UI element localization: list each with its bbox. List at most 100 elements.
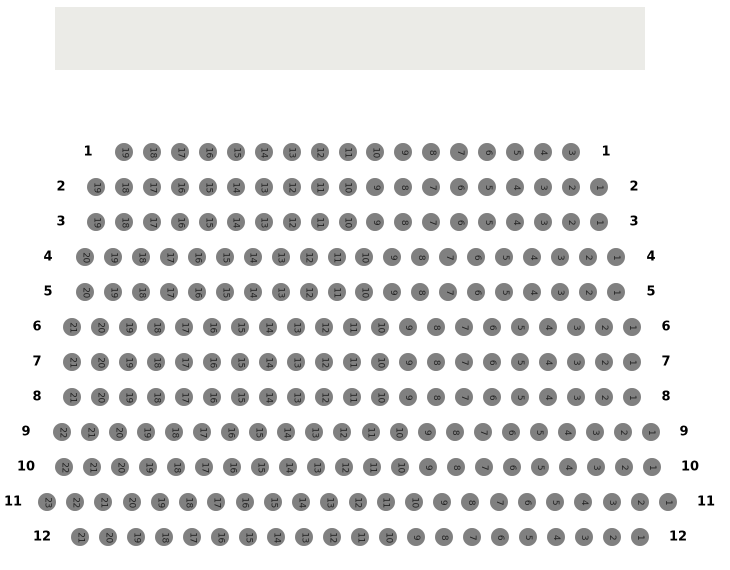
seat[interactable]: 14: [259, 353, 277, 371]
seat[interactable]: 13: [254, 178, 273, 196]
seat[interactable]: 20: [91, 318, 109, 336]
seat[interactable]: 18: [131, 283, 150, 301]
seat[interactable]: 6: [483, 353, 501, 371]
seat[interactable]: 22: [53, 423, 71, 441]
seat[interactable]: 5: [506, 143, 525, 161]
seat[interactable]: 12: [323, 528, 341, 546]
seat[interactable]: 3: [567, 318, 585, 336]
seat[interactable]: 5: [511, 318, 529, 336]
seat[interactable]: 8: [411, 283, 430, 301]
seat[interactable]: 4: [539, 318, 557, 336]
seat[interactable]: 5: [495, 248, 514, 266]
seat[interactable]: 11: [363, 458, 381, 476]
seat[interactable]: 15: [226, 143, 245, 161]
seat[interactable]: 10: [371, 318, 389, 336]
seat[interactable]: 3: [567, 353, 585, 371]
seat[interactable]: 9: [407, 528, 425, 546]
seat[interactable]: 12: [299, 283, 318, 301]
seat[interactable]: 16: [170, 178, 189, 196]
seat[interactable]: 8: [394, 213, 413, 231]
seat[interactable]: 9: [417, 423, 436, 441]
seat[interactable]: 9: [383, 283, 402, 301]
seat[interactable]: 6: [483, 388, 501, 406]
seat[interactable]: 7: [439, 248, 458, 266]
seat[interactable]: 21: [63, 318, 81, 336]
seat[interactable]: 15: [215, 248, 234, 266]
seat[interactable]: 4: [559, 458, 577, 476]
seat[interactable]: 9: [383, 248, 402, 266]
seat[interactable]: 14: [243, 248, 262, 266]
seat[interactable]: 2: [630, 493, 649, 511]
seat[interactable]: 18: [114, 213, 133, 231]
seat[interactable]: 10: [404, 493, 423, 511]
seat[interactable]: 9: [394, 143, 413, 161]
seat[interactable]: 15: [239, 528, 257, 546]
seat[interactable]: 10: [338, 178, 357, 196]
seat[interactable]: 16: [198, 143, 217, 161]
seat[interactable]: 1: [607, 248, 625, 266]
seat[interactable]: 8: [427, 353, 445, 371]
seat[interactable]: 6: [501, 423, 520, 441]
seat[interactable]: 21: [71, 528, 89, 546]
seat[interactable]: 15: [231, 318, 249, 336]
seat[interactable]: 18: [147, 318, 165, 336]
seat[interactable]: 1: [623, 318, 641, 336]
seat[interactable]: 7: [455, 353, 473, 371]
seat[interactable]: 7: [455, 388, 473, 406]
seat[interactable]: 16: [223, 458, 241, 476]
seat[interactable]: 21: [63, 353, 81, 371]
seat[interactable]: 11: [343, 318, 361, 336]
seat[interactable]: 9: [366, 178, 385, 196]
seat[interactable]: 4: [523, 283, 542, 301]
seat[interactable]: 16: [203, 353, 221, 371]
seat[interactable]: 19: [139, 458, 157, 476]
seat[interactable]: 17: [193, 423, 212, 441]
seat[interactable]: 6: [503, 458, 521, 476]
seat[interactable]: 21: [83, 458, 101, 476]
seat[interactable]: 15: [249, 423, 268, 441]
seat[interactable]: 19: [103, 283, 122, 301]
seat[interactable]: 11: [327, 248, 346, 266]
seat[interactable]: 11: [310, 213, 329, 231]
seat[interactable]: 17: [175, 388, 193, 406]
seat[interactable]: 19: [119, 388, 137, 406]
seat[interactable]: 20: [91, 353, 109, 371]
seat[interactable]: 23: [38, 493, 56, 511]
seat[interactable]: 12: [315, 353, 333, 371]
seat[interactable]: 4: [523, 248, 542, 266]
seat[interactable]: 5: [546, 493, 565, 511]
seat[interactable]: 7: [463, 528, 481, 546]
seat[interactable]: 2: [579, 283, 598, 301]
seat[interactable]: 16: [221, 423, 240, 441]
seat[interactable]: 2: [579, 248, 598, 266]
seat[interactable]: 4: [557, 423, 576, 441]
seat[interactable]: 20: [91, 388, 109, 406]
seat[interactable]: 17: [183, 528, 201, 546]
seat[interactable]: 4: [539, 353, 557, 371]
seat[interactable]: 14: [254, 143, 273, 161]
seat[interactable]: 19: [119, 353, 137, 371]
seat[interactable]: 7: [475, 458, 493, 476]
seat[interactable]: 5: [511, 388, 529, 406]
seat[interactable]: 8: [427, 388, 445, 406]
seat[interactable]: 17: [170, 143, 189, 161]
seat[interactable]: 11: [376, 493, 395, 511]
seat[interactable]: 19: [127, 528, 145, 546]
seat[interactable]: 13: [287, 353, 305, 371]
seat[interactable]: 1: [631, 528, 649, 546]
seat[interactable]: 13: [305, 423, 324, 441]
seat[interactable]: 19: [87, 178, 105, 196]
seat[interactable]: 8: [427, 318, 445, 336]
seat[interactable]: 4: [506, 178, 525, 196]
seat[interactable]: 5: [478, 213, 497, 231]
seat[interactable]: 3: [602, 493, 621, 511]
seat[interactable]: 18: [147, 388, 165, 406]
seat[interactable]: 5: [529, 423, 548, 441]
seat[interactable]: 13: [287, 388, 305, 406]
seat[interactable]: 14: [259, 388, 277, 406]
seat[interactable]: 18: [131, 248, 150, 266]
seat[interactable]: 4: [539, 388, 557, 406]
seat[interactable]: 15: [198, 178, 217, 196]
seat[interactable]: 15: [215, 283, 234, 301]
seat[interactable]: 3: [534, 213, 553, 231]
